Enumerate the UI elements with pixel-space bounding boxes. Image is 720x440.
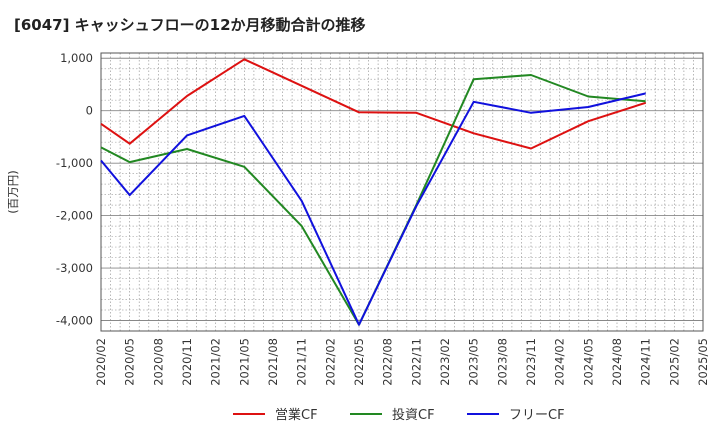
series-line-free [100,92,646,326]
y-tick-label: 1,000 [60,51,93,65]
x-tick-label: 2020/05 [123,338,137,386]
x-tick-label: 2021/02 [209,338,223,386]
legend-label: フリーCF [509,408,565,423]
x-tick-label: 2025/05 [696,338,710,386]
chart-title: [6047] キャッシュフローの12か月移動合計の推移 [14,16,366,34]
x-tick-label: 2021/11 [295,338,309,386]
x-tick-label: 2020/08 [151,338,165,386]
x-tick-label: 2024/05 [581,338,595,386]
plot-area [101,53,703,331]
x-tick-label: 2025/02 [667,338,681,386]
x-tick-label: 2022/11 [409,338,423,386]
x-tick-label: 2023/11 [524,338,538,386]
y-tick-label: 0 [86,104,93,118]
x-tick-label: 2024/11 [639,338,653,386]
x-tick-label: 2021/08 [266,338,280,386]
x-tick-label: 2023/05 [467,338,481,386]
axes: 1,000 0 -1,000 -2,000 -3,000 -4,000 (百万円) 2020/… [6,51,710,386]
x-tick-label: 2022/08 [381,338,395,386]
legend: 営業CF 投資CF フリーCF [233,407,565,423]
x-tick-label: 2024/08 [610,338,624,386]
x-tick-label: 2022/05 [352,338,366,386]
x-tick-label: 2023/02 [438,338,452,386]
legend-label: 投資CF [392,407,435,423]
y-tick-label: -3,000 [56,261,93,275]
y-axis-label: (百万円) [6,170,20,213]
x-tick-label: 2020/11 [180,338,194,386]
series-lines [100,58,647,326]
x-tick-label: 2020/02 [94,338,108,386]
x-tick-label: 2023/08 [495,338,509,386]
x-tick-label: 2022/02 [323,338,337,386]
x-tick-label: 2021/05 [237,338,251,386]
x-tick-label: 2024/02 [553,338,567,386]
plot-frame [100,52,704,332]
y-tick-label: -4,000 [56,314,93,328]
grid [100,52,704,332]
y-tick-label: -1,000 [56,156,93,170]
y-tick-label: -2,000 [56,209,93,223]
legend-label: 営業CF [275,407,318,423]
series-line-operating [100,58,647,150]
